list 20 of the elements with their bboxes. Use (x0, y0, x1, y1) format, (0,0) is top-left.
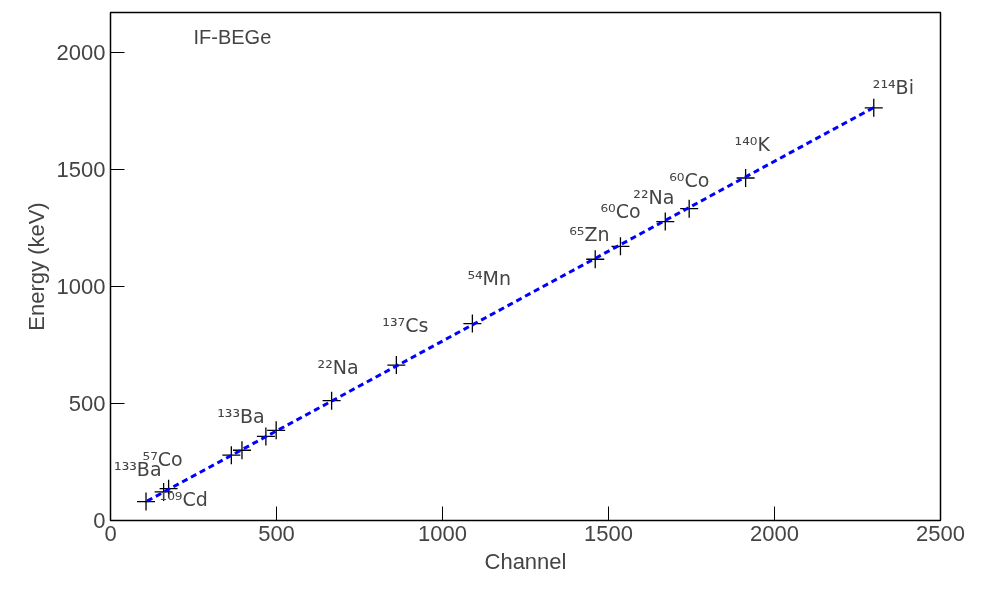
annotation: ¹³³Ba (217, 405, 265, 428)
x-tick-label: 500 (258, 520, 295, 546)
x-tick-label: 2500 (916, 520, 965, 546)
x-tick-label: 1500 (584, 520, 633, 546)
text: IF-BEGe (193, 26, 272, 49)
y-tick-label: 1500 (56, 156, 106, 182)
x-tick-label: 2000 (750, 520, 799, 546)
y-axis-title: Energy (keV) (23, 202, 49, 331)
annotation: ²²Na (317, 355, 359, 378)
y-tick-label: 1000 (56, 273, 106, 299)
y-tick-label: 2000 (56, 39, 106, 65)
annotation: ¹³⁷Cs (382, 314, 429, 337)
x-axis-title: Channel (484, 548, 567, 574)
y-tick-label: 500 (68, 390, 106, 416)
annotation: ¹⁰⁹Cd (159, 487, 208, 510)
x-tick-label: 1000 (418, 520, 467, 546)
annotation: ²¹⁴Bi (872, 75, 914, 98)
annotation: ⁶⁵Zn (569, 223, 610, 246)
annotation: ⁵⁴Mn (467, 266, 512, 289)
annotation: ¹⁴⁰K (734, 133, 771, 156)
